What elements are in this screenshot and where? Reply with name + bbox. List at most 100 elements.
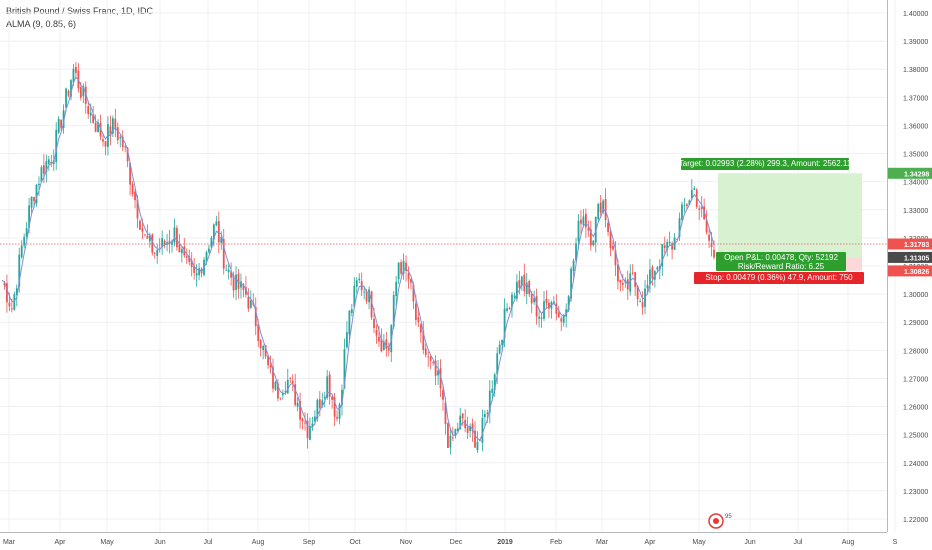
- candle-body: [350, 309, 353, 314]
- candle-body: [316, 399, 319, 419]
- candle-body: [572, 260, 575, 272]
- candle-body: [178, 244, 181, 253]
- target-label-box: [681, 158, 849, 170]
- candle-body: [75, 66, 77, 73]
- candle-body: [99, 122, 102, 137]
- price-label-text: 1.34298: [904, 171, 929, 178]
- candle-body: [516, 281, 518, 299]
- candle-body: [291, 380, 294, 384]
- candle-body: [708, 234, 710, 241]
- candle-body: [582, 216, 585, 225]
- candle-body: [523, 274, 526, 292]
- stop-label-text: Stop: 0.00479 (0.36%) 47.9, Amount: 750: [705, 273, 853, 282]
- candle-body: [683, 205, 686, 207]
- candle-body: [597, 204, 600, 220]
- candle-body: [129, 162, 132, 185]
- candle-body: [131, 183, 134, 195]
- candle-body: [570, 268, 573, 299]
- y-tick-label: 1.39000: [903, 39, 928, 46]
- candle-body: [427, 356, 430, 358]
- candle-body: [171, 241, 173, 246]
- candle-body: [454, 429, 457, 437]
- candle-body: [97, 122, 99, 133]
- candle-body: [557, 312, 560, 318]
- candle-body: [225, 269, 228, 271]
- candle-body: [466, 426, 469, 433]
- candle-body: [688, 200, 691, 205]
- candle-body: [121, 136, 124, 148]
- candle-body: [323, 397, 326, 399]
- candle-body: [612, 245, 614, 250]
- candle-body: [3, 282, 6, 286]
- chart-legend: British Pound / Swiss Franc, 1D, IDC ALM…: [6, 5, 153, 31]
- x-tick-label: Aug: [252, 539, 265, 546]
- price-label-box: [888, 251, 932, 263]
- x-tick-label: Jul: [204, 539, 213, 546]
- candle-body: [146, 235, 149, 239]
- candle-body: [301, 418, 304, 422]
- candle-body: [410, 278, 412, 283]
- candle-body: [698, 208, 701, 210]
- candle-body: [358, 278, 361, 281]
- price-label-box: [888, 238, 932, 250]
- candle-body: [143, 234, 146, 236]
- candle-body: [651, 266, 654, 279]
- candle-body: [619, 279, 622, 283]
- x-tick-label: Jun: [744, 539, 755, 546]
- candle-body: [498, 344, 501, 354]
- candle-body: [235, 274, 237, 290]
- candle-body: [373, 318, 375, 329]
- candle-body: [375, 329, 378, 336]
- x-tick-label: Jun: [154, 539, 165, 546]
- x-tick-label: Apr: [55, 539, 67, 546]
- y-tick-label: 1.34000: [903, 180, 928, 187]
- candle-body: [548, 302, 550, 309]
- candle-body: [646, 284, 649, 289]
- candle-body: [269, 365, 272, 368]
- candle-body: [188, 256, 191, 263]
- candle-body: [306, 420, 309, 439]
- candle-body: [333, 397, 336, 417]
- candle-body: [469, 426, 471, 431]
- candle-body: [661, 244, 664, 267]
- candle-body: [313, 416, 316, 422]
- candle-body: [60, 119, 63, 128]
- candle-body: [23, 236, 26, 246]
- open-pnl-label-text: Risk/Reward Ratio: 6.25: [738, 262, 825, 271]
- indicator-title: ALMA (9, 0.85, 6): [6, 19, 77, 29]
- candle-body: [432, 361, 435, 363]
- candle-body: [274, 381, 277, 390]
- candle-body: [264, 345, 267, 357]
- candle-body: [419, 324, 422, 333]
- candle-body: [348, 310, 351, 335]
- target-label-text: Target: 0.02993 (2.28%) 299.3, Amount: 2…: [679, 159, 852, 168]
- candle-body: [65, 88, 67, 108]
- candle-body: [82, 86, 85, 97]
- x-tick-label: Feb: [550, 539, 562, 546]
- candle-body: [451, 437, 454, 439]
- candle-body: [476, 441, 479, 451]
- candle-body: [267, 355, 269, 366]
- candle-body: [104, 141, 107, 147]
- logo-ring: [708, 513, 724, 529]
- candle-body: [109, 126, 112, 137]
- candle-body: [639, 301, 641, 302]
- candle-body: [254, 307, 257, 327]
- candle-body: [212, 224, 215, 240]
- candle-body: [343, 349, 346, 389]
- candle-body: [173, 227, 176, 243]
- candle-body: [471, 423, 474, 432]
- candle-body: [666, 242, 669, 251]
- candle-body: [13, 294, 16, 310]
- candle-body: [124, 146, 127, 148]
- candle-body: [153, 252, 156, 254]
- candle-body: [296, 402, 299, 407]
- candle-body: [336, 417, 338, 419]
- candle-body: [705, 219, 708, 233]
- candle-body: [294, 384, 297, 405]
- candle-body: [94, 123, 97, 132]
- candle-body: [634, 272, 637, 287]
- candle-body: [447, 423, 449, 448]
- symbol-title: British Pound / Swiss Franc, 1D, IDC: [6, 6, 154, 16]
